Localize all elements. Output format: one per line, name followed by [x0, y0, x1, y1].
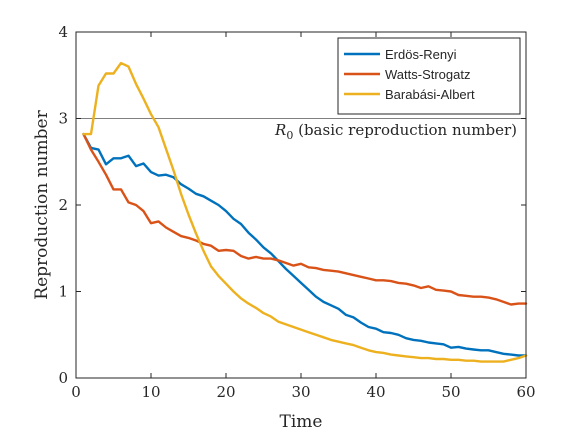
annotation-r0-text: (basic reproduction number)	[298, 121, 517, 139]
legend-label-1: Erdös-Renyi	[385, 47, 457, 62]
y-tick-label: 1	[58, 283, 68, 301]
x-tick-label: 60	[516, 383, 535, 401]
x-tick-label: 0	[71, 383, 81, 401]
x-tick-label: 20	[216, 383, 235, 401]
annotation-r0-label: R0 (basic reproduction number)	[274, 121, 517, 142]
series-line-3	[82, 61, 528, 363]
y-tick-label: 2	[58, 196, 68, 214]
y-tick-label: 4	[58, 23, 68, 41]
x-tick-label: 10	[141, 383, 160, 401]
series-line-1	[82, 132, 528, 357]
y-axis-title: Reproduction number	[32, 109, 52, 299]
series-group	[82, 61, 528, 363]
legend-label-3: Barabási-Albert	[385, 87, 475, 102]
series-line-2	[82, 132, 528, 306]
y-tick-label: 3	[58, 110, 68, 128]
x-tick-label: 40	[366, 383, 385, 401]
legend-items: Erdös-Renyi Watts-Strogatz Barabási-Albert	[344, 47, 475, 102]
legend: Erdös-Renyi Watts-Strogatz Barabási-Albert	[337, 37, 521, 115]
legend-box	[337, 37, 521, 115]
y-tick-label: 0	[58, 369, 68, 387]
x-tick-label: 30	[291, 383, 310, 401]
tick-group: 0 10 20 30 40 50 60 0 1 2 3 4	[58, 23, 535, 401]
legend-label-2: Watts-Strogatz	[385, 67, 470, 82]
annotation-r0-symbol: R	[274, 121, 286, 139]
annotation-r0-subscript: 0	[286, 129, 293, 142]
x-axis-title: Time	[280, 412, 323, 432]
x-tick-label: 50	[441, 383, 460, 401]
